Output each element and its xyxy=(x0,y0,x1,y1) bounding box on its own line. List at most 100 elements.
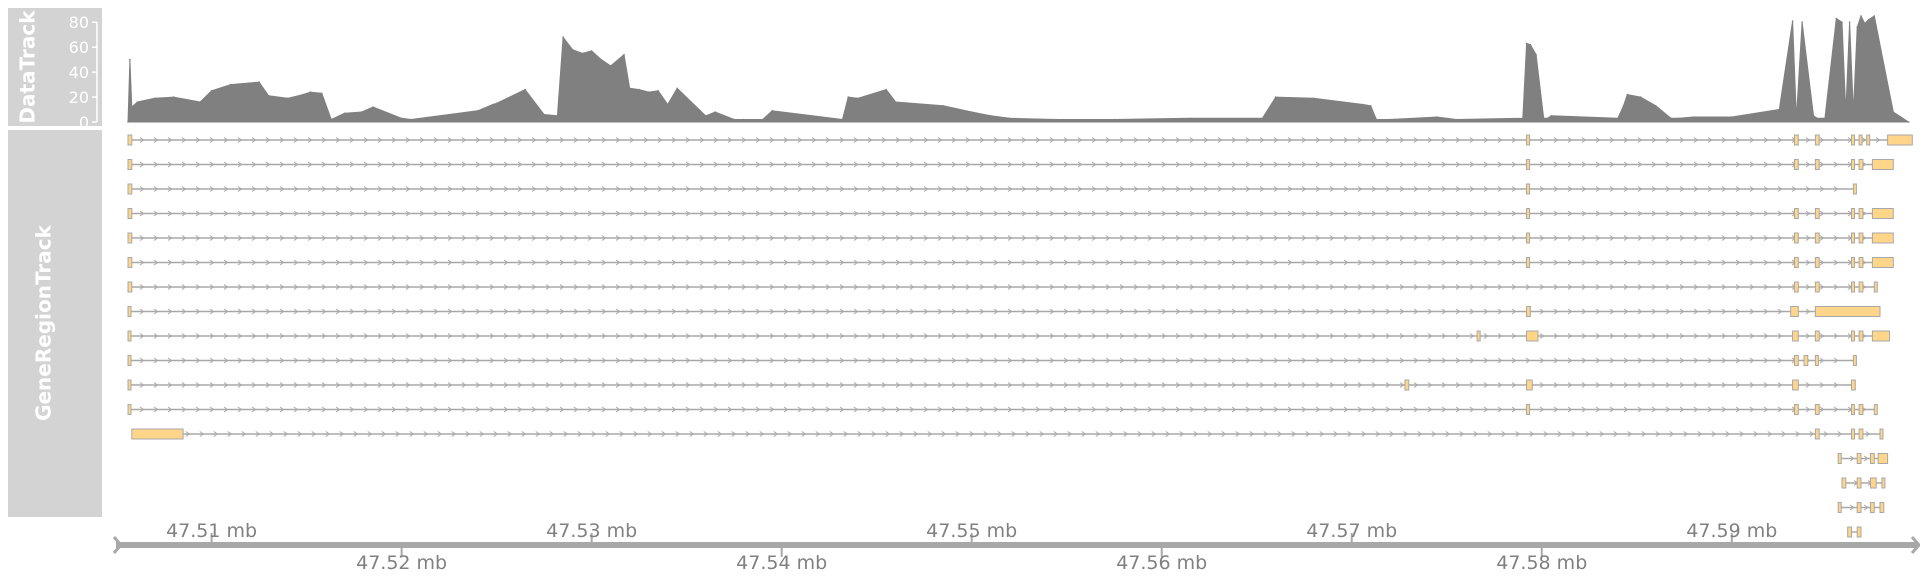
strand-arrow xyxy=(755,406,761,413)
strand-arrow xyxy=(1091,382,1097,388)
strand-arrow xyxy=(951,333,957,339)
strand-arrow xyxy=(1189,259,1195,266)
strand-arrow xyxy=(349,382,355,388)
strand-arrow xyxy=(321,210,327,217)
strand-arrow xyxy=(1427,210,1433,217)
strand-arrow xyxy=(1175,259,1181,266)
strand-arrow xyxy=(1371,284,1377,290)
strand-arrow xyxy=(1105,406,1111,413)
strand-arrow xyxy=(307,333,313,339)
strand-arrow xyxy=(629,406,635,413)
strand-arrow xyxy=(1763,382,1769,388)
strand-arrow xyxy=(419,210,425,217)
strand-arrow xyxy=(1091,284,1097,290)
strand-arrow xyxy=(181,161,187,168)
datatrack-point xyxy=(343,112,346,115)
strand-arrow xyxy=(1389,431,1395,437)
strand-arrow xyxy=(265,333,271,339)
strand-arrow xyxy=(713,259,719,266)
strand-arrow xyxy=(1735,210,1741,217)
datatrack-point xyxy=(172,96,175,98)
strand-arrow xyxy=(699,382,705,388)
strand-arrow xyxy=(461,259,467,266)
strand-arrow xyxy=(1665,382,1671,388)
strand-arrow xyxy=(1487,431,1493,437)
genome-axis-tick-label: 47.56 mb xyxy=(1116,552,1207,574)
strand-arrow xyxy=(447,406,453,413)
strand-arrow xyxy=(783,406,789,413)
strand-arrow xyxy=(545,186,551,192)
strand-arrow xyxy=(713,235,719,241)
strand-arrow xyxy=(1049,406,1055,413)
genome-axis-tick-label: 47.53 mb xyxy=(546,520,637,542)
strand-arrow xyxy=(1035,333,1041,339)
strand-arrow xyxy=(1399,357,1405,364)
strand-arrow xyxy=(1189,308,1195,315)
exon xyxy=(1404,379,1410,391)
strand-arrow xyxy=(1413,186,1419,192)
strand-arrow xyxy=(1105,186,1111,192)
strand-arrow xyxy=(755,308,761,315)
strand-arrow xyxy=(1777,210,1783,217)
strand-arrow xyxy=(1469,210,1475,217)
strand-arrow xyxy=(1427,357,1433,364)
strand-arrow xyxy=(643,161,649,168)
strand-arrow xyxy=(209,382,215,388)
exon xyxy=(1858,330,1864,342)
strand-arrow xyxy=(811,235,817,241)
strand-arrow xyxy=(363,284,369,290)
strand-arrow xyxy=(279,235,285,241)
strand-arrow xyxy=(1819,357,1825,364)
strand-arrow xyxy=(405,137,411,143)
strand-arrow xyxy=(1385,284,1391,290)
strand-arrow xyxy=(279,382,285,388)
datatrack-point xyxy=(1362,103,1364,106)
exon xyxy=(1814,428,1820,440)
strand-arrow xyxy=(279,333,285,339)
datatrack-point xyxy=(1529,43,1532,46)
strand-arrow xyxy=(223,235,229,241)
strand-arrow xyxy=(1571,431,1577,437)
strand-arrow xyxy=(1091,161,1097,168)
strand-arrow xyxy=(601,333,607,339)
strand-arrow xyxy=(909,308,915,315)
strand-arrow xyxy=(419,235,425,241)
strand-arrow xyxy=(1245,357,1251,364)
strand-arrow xyxy=(265,382,271,388)
strand-arrow xyxy=(573,308,579,315)
strand-arrow xyxy=(633,431,639,437)
exon xyxy=(1871,208,1894,219)
strand-arrow xyxy=(503,259,509,266)
datatrack-point xyxy=(1860,15,1862,17)
strand-arrow xyxy=(1849,455,1855,462)
strand-arrow xyxy=(195,333,201,339)
strand-arrow xyxy=(1231,137,1237,143)
strand-arrow xyxy=(1399,210,1405,217)
strand-arrow xyxy=(307,382,313,388)
strand-arrow xyxy=(909,137,915,143)
strand-arrow xyxy=(321,235,327,241)
strand-arrow xyxy=(713,137,719,143)
strand-arrow xyxy=(1315,284,1321,290)
strand-arrow xyxy=(559,406,565,413)
strand-arrow xyxy=(965,186,971,192)
strand-arrow xyxy=(321,284,327,290)
strand-arrow xyxy=(1427,137,1433,143)
datatrack-point xyxy=(704,115,707,117)
strand-arrow xyxy=(1693,382,1699,388)
strand-arrow xyxy=(1735,161,1741,168)
strand-arrow xyxy=(1679,235,1685,241)
datatrack-point xyxy=(1274,96,1277,98)
strand-arrow xyxy=(1231,186,1237,192)
strand-arrow xyxy=(377,357,383,364)
strand-arrow xyxy=(293,308,299,315)
strand-arrow xyxy=(209,235,215,241)
strand-arrow xyxy=(1721,406,1727,413)
strand-arrow xyxy=(1189,210,1195,217)
strand-arrow xyxy=(797,210,803,217)
exon xyxy=(1852,183,1857,195)
exon xyxy=(1476,330,1481,342)
strand-arrow xyxy=(965,210,971,217)
strand-arrow xyxy=(1721,137,1727,143)
strand-arrow xyxy=(783,161,789,168)
